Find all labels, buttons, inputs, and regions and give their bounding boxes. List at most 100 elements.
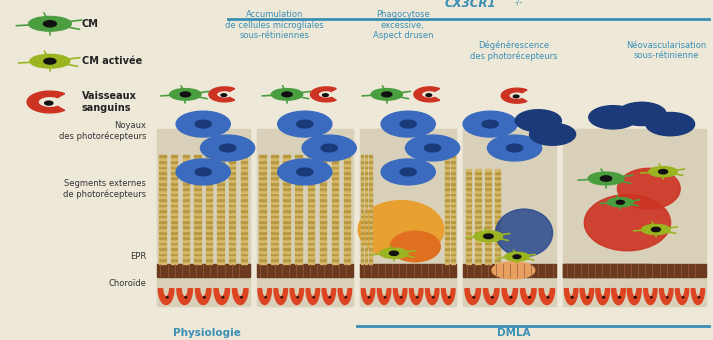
Bar (332, 166, 338, 168)
Bar (466, 207, 471, 209)
Polygon shape (692, 289, 704, 305)
Bar (451, 177, 455, 179)
Bar (365, 201, 367, 204)
Bar (217, 169, 224, 171)
Bar (451, 185, 455, 187)
Bar (319, 223, 326, 225)
Bar (495, 239, 501, 242)
Bar (229, 204, 235, 206)
Bar (272, 226, 278, 228)
Polygon shape (338, 289, 352, 305)
Bar (445, 223, 448, 225)
Bar (344, 250, 350, 253)
Bar (217, 258, 224, 261)
Bar (451, 180, 455, 182)
Bar (476, 169, 481, 171)
Bar (332, 223, 338, 225)
Circle shape (265, 297, 267, 298)
Bar (445, 253, 448, 255)
Bar (466, 261, 471, 264)
Polygon shape (274, 289, 287, 305)
Bar (206, 253, 212, 255)
Bar (307, 169, 314, 171)
Bar (171, 196, 178, 198)
Circle shape (667, 297, 668, 298)
Bar (183, 228, 189, 231)
Bar (284, 169, 290, 171)
Bar (183, 193, 189, 195)
Circle shape (589, 106, 637, 129)
Bar (284, 220, 290, 223)
Bar (229, 239, 235, 242)
Bar (160, 199, 166, 201)
Bar (445, 166, 448, 168)
Bar (217, 237, 224, 239)
Bar (183, 212, 189, 215)
Bar (272, 185, 278, 187)
Bar (272, 245, 278, 247)
Bar (260, 160, 266, 163)
Bar (466, 239, 471, 242)
Bar (160, 212, 166, 215)
Bar (365, 177, 367, 179)
Bar (476, 258, 481, 261)
Text: Segments externes
de photorécepteurs: Segments externes de photorécepteurs (63, 179, 146, 199)
Bar (476, 237, 481, 239)
Bar (171, 163, 178, 166)
Bar (369, 204, 371, 206)
Bar (319, 158, 326, 160)
Bar (160, 169, 166, 171)
Bar (229, 171, 235, 174)
Bar (445, 231, 448, 234)
Bar (307, 245, 314, 247)
Ellipse shape (588, 172, 624, 185)
Bar (369, 174, 371, 176)
Bar (295, 185, 302, 187)
Bar (332, 237, 338, 239)
Bar (344, 261, 350, 264)
Bar (160, 177, 166, 179)
Bar (451, 234, 455, 236)
Bar (260, 248, 266, 250)
Bar (217, 177, 224, 179)
Bar (365, 231, 367, 234)
Bar (365, 188, 367, 190)
Bar (295, 242, 302, 244)
Bar (240, 180, 247, 182)
Bar (217, 182, 224, 185)
Circle shape (222, 297, 224, 298)
Bar (307, 166, 314, 168)
Circle shape (513, 255, 520, 258)
Bar (495, 182, 501, 185)
Bar (476, 212, 481, 215)
Text: Vaisseaux
sanguins: Vaisseaux sanguins (82, 91, 137, 113)
Bar (332, 204, 338, 206)
Bar (171, 215, 178, 217)
Bar (260, 258, 266, 261)
Bar (466, 169, 471, 171)
Bar (229, 190, 235, 193)
Bar (295, 237, 302, 239)
Polygon shape (232, 289, 248, 305)
Polygon shape (377, 289, 391, 305)
Bar (476, 209, 481, 212)
Bar (307, 223, 314, 225)
Circle shape (185, 297, 187, 298)
Bar (495, 174, 501, 176)
Bar (284, 185, 290, 187)
Bar (295, 160, 302, 163)
Bar (240, 209, 247, 212)
Bar (260, 250, 266, 253)
Bar (171, 220, 178, 223)
Bar (284, 231, 290, 234)
Circle shape (634, 297, 635, 298)
Bar (240, 171, 247, 174)
Bar (476, 223, 481, 225)
Bar (229, 234, 235, 236)
Bar (319, 242, 326, 244)
Bar (260, 188, 266, 190)
Bar (451, 258, 455, 261)
Bar (451, 228, 455, 231)
Bar (260, 223, 266, 225)
Bar (344, 174, 350, 176)
